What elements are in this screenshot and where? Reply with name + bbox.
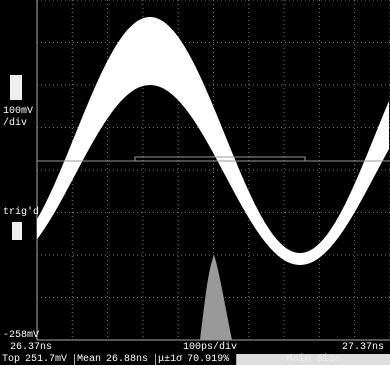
vertical-scale: 100mV — [3, 106, 33, 117]
measurement-label: Top — [2, 354, 20, 365]
offset-label: -258mV — [3, 330, 39, 341]
time-start: 26.37ns — [10, 342, 52, 353]
trigger-marker — [12, 222, 22, 240]
scope-screen: 100mV /div trig'd -258mV 26.37ns 100ps/d… — [0, 0, 390, 365]
vertical-scale-unit: /div — [3, 118, 27, 129]
measurement-value: 26.88ns — [106, 354, 148, 365]
measurement-value: 251.7mV — [25, 354, 67, 365]
measurement-value: 70.919% — [187, 354, 229, 365]
main-size-button[interactable]: Main Size — [237, 354, 390, 365]
trigger-status: trig'd — [3, 207, 39, 218]
graticule — [0, 0, 390, 354]
channel-marker — [10, 75, 22, 100]
time-end: 27.37ns — [342, 342, 384, 353]
measurement-label: μ±1σ — [158, 354, 182, 365]
measurement: Mean 26.88ns — [75, 354, 156, 365]
histogram — [200, 255, 232, 340]
measurement: μ±1σ 70.919% — [156, 354, 237, 365]
measurement-label: Mean — [77, 354, 101, 365]
waveform — [37, 17, 389, 265]
measurement-bar: Top 251.7mV Mean 26.88ns μ±1σ 70.919% Main … — [0, 354, 390, 365]
time-scale: 100ps/div — [183, 342, 237, 353]
measurement: Top 251.7mV — [0, 354, 75, 365]
